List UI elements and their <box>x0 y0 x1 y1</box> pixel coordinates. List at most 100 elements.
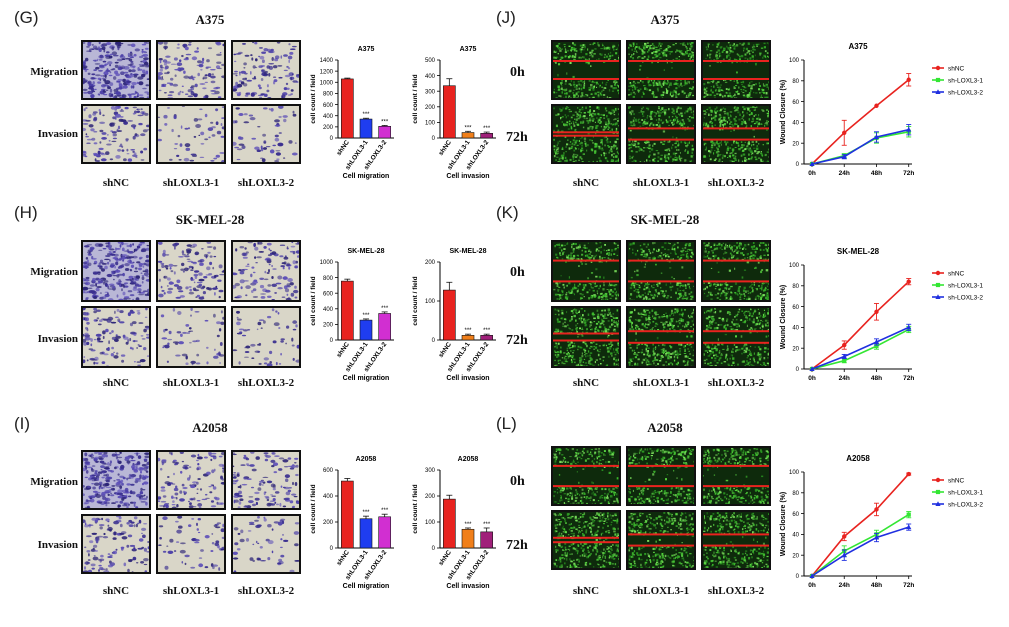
cell-texture <box>158 242 224 300</box>
data-point <box>935 489 941 495</box>
y-axis-label: Wound Closure (%) <box>780 80 787 144</box>
wound-0h-shloxl3-1 <box>626 446 696 506</box>
x-axis-label: Cell migration <box>343 173 390 180</box>
x-tick-label: shNC <box>437 341 453 359</box>
series-line <box>811 131 909 165</box>
y-tick-label: 100 <box>789 58 800 64</box>
data-point <box>842 534 847 539</box>
wound-edge-bottom <box>628 78 694 80</box>
y-axis-label: cell count / field <box>310 74 317 123</box>
wound-texture <box>553 308 619 366</box>
cell-texture <box>158 452 224 508</box>
time-label-72h: 72h <box>506 333 528 348</box>
significance-label: *** <box>362 510 370 516</box>
y-tick-label: 100 <box>789 470 800 476</box>
wound-edge-top <box>553 536 619 539</box>
chart-title: A2058 <box>356 456 377 463</box>
y-tick-label: 400 <box>425 74 436 80</box>
micrograph-invasion-shloxl3-2 <box>231 104 301 164</box>
wound-edge-top <box>628 60 694 62</box>
wound-edge-bottom <box>628 544 694 547</box>
chart-title: A2058 <box>846 454 870 463</box>
wound-texture <box>703 42 769 98</box>
wound-72h-shloxl3-1 <box>626 306 696 368</box>
data-point <box>935 294 941 299</box>
micrograph-migration-shloxl3-1 <box>156 240 226 302</box>
wound-72h-shloxl3-2 <box>701 104 771 164</box>
panel-title: SK-MEL-28 <box>175 212 245 227</box>
y-tick-label: 100 <box>425 121 436 127</box>
x-tick-label: shNC <box>437 549 453 567</box>
wound-texture <box>703 512 769 568</box>
bar <box>378 516 391 549</box>
x-axis-label: Cell invasion <box>446 375 489 382</box>
wound-edge-top <box>553 131 619 134</box>
panel-title: SK-MEL-28 <box>630 212 700 227</box>
cell-texture <box>83 452 149 508</box>
chart-a2058-migration: A2058 0 200 400 600 cell count / field shNC ***… <box>310 456 394 590</box>
bar <box>359 518 373 549</box>
data-point <box>873 534 880 540</box>
wound-texture <box>553 42 619 98</box>
wound-edge-top <box>628 127 694 130</box>
significance-label: *** <box>362 313 370 319</box>
x-tick-label: 72h <box>903 170 914 177</box>
significance-label: *** <box>362 112 370 118</box>
wound-0h-shnc <box>551 240 621 302</box>
wound-texture <box>703 448 769 504</box>
cell-texture <box>158 106 224 162</box>
time-label-0h: 0h <box>510 65 525 80</box>
legend-label: sh-LOXL3-1 <box>948 489 983 496</box>
data-point <box>906 512 911 517</box>
wound-0h-shnc <box>551 40 621 100</box>
wound-edge-top <box>553 259 619 262</box>
x-tick-label: 48h <box>871 582 882 589</box>
data-point <box>906 77 911 82</box>
cell-texture <box>158 42 224 98</box>
wound-0h-shloxl3-2 <box>701 40 771 100</box>
x-axis-label: Cell invasion <box>446 583 489 590</box>
data-point <box>935 270 941 276</box>
data-point <box>874 309 879 314</box>
y-tick-label: 600 <box>323 291 334 297</box>
col-label: shNC <box>102 177 130 189</box>
wound-edge-top <box>628 464 694 467</box>
y-tick-label: 60 <box>792 100 799 106</box>
y-tick-label: 1000 <box>320 260 334 266</box>
data-point <box>874 507 879 512</box>
micrograph-migration-shnc <box>81 240 151 302</box>
cell-texture <box>233 516 299 572</box>
wound-edge-bottom <box>628 341 694 344</box>
wound-texture <box>628 106 694 162</box>
data-point <box>841 153 847 159</box>
y-tick-label: 100 <box>425 520 436 526</box>
wound-edge-bottom <box>553 485 619 488</box>
data-point <box>935 77 941 83</box>
y-tick-label: 100 <box>425 299 436 305</box>
micrograph-migration-shnc <box>81 40 151 100</box>
wound-edge-top <box>703 60 769 62</box>
y-tick-label: 40 <box>792 121 799 127</box>
wound-0h-shloxl3-2 <box>701 240 771 302</box>
col-label: shNC <box>102 377 130 389</box>
cell-texture <box>158 308 224 366</box>
bar <box>480 531 493 549</box>
cell-texture <box>233 308 299 366</box>
wound-edge-bottom <box>703 341 769 344</box>
significance-label: *** <box>483 126 491 132</box>
col-label: shLOXL3-2 <box>237 377 295 389</box>
x-tick-label: 24h <box>839 170 850 177</box>
wound-72h-shnc <box>551 104 621 164</box>
x-tick-label: shNC <box>437 139 453 157</box>
cell-texture <box>233 242 299 300</box>
x-tick-label: 48h <box>871 375 882 382</box>
significance-label: *** <box>483 328 491 334</box>
time-label-0h: 0h <box>510 265 525 280</box>
wound-0h-shnc <box>551 446 621 506</box>
x-tick-label: 72h <box>903 582 914 589</box>
micrograph-invasion-shnc <box>81 514 151 574</box>
data-point <box>809 161 815 166</box>
data-point <box>906 471 911 477</box>
x-tick-label: 48h <box>871 170 882 177</box>
micrograph-migration-shloxl3-2 <box>231 450 301 510</box>
